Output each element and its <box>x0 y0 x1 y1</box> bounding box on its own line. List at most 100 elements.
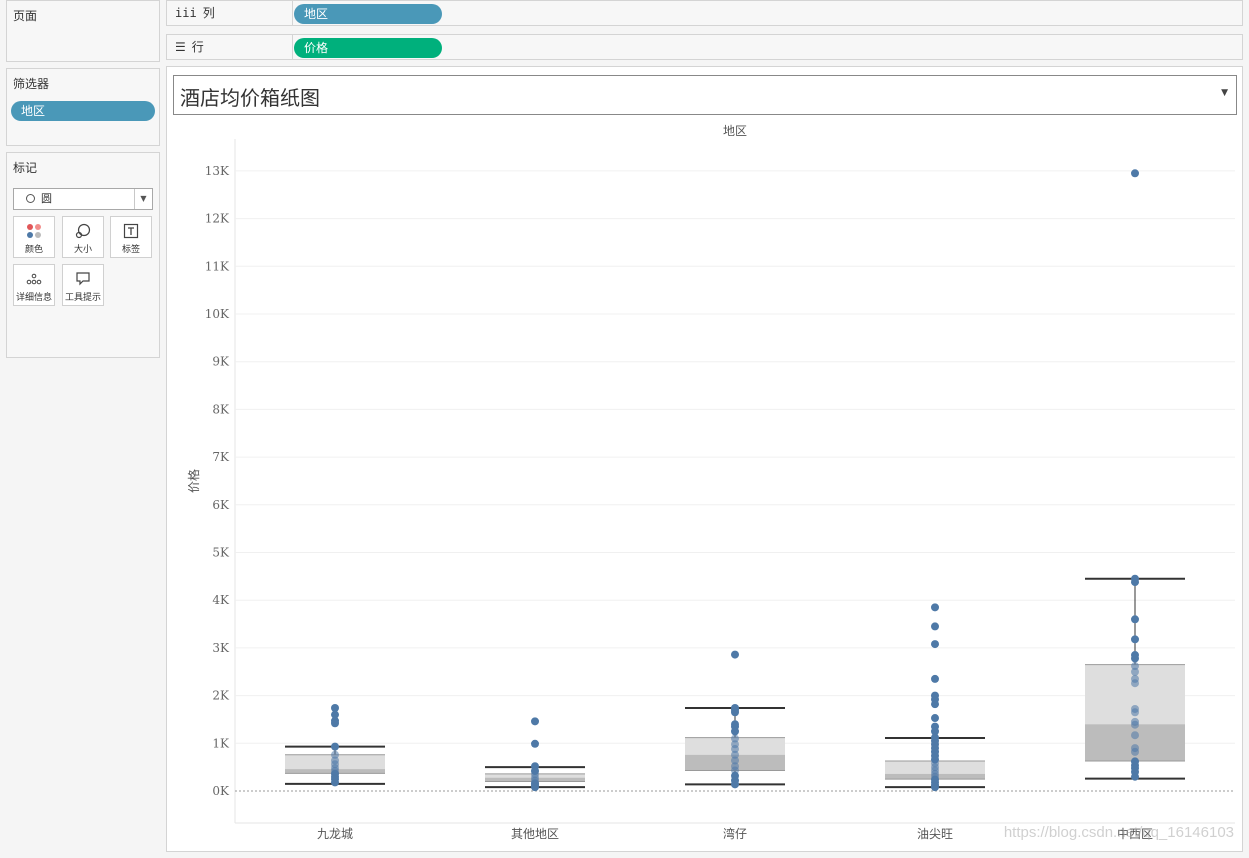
y-tick-label: 8K <box>212 402 230 416</box>
rows-shelf-label: 行 <box>191 40 204 54</box>
rows-shelf[interactable]: ☰ 行 价格 <box>166 34 1243 60</box>
viz-area: 酒店均价箱纸图 ▼ 0K 1K 2K 3K 4K 5K 6K 7K 8K 9K 10K 11K 12K 1… <box>166 66 1243 852</box>
x-tick-label: 中西区 <box>1117 826 1153 841</box>
data-point <box>931 700 939 709</box>
rows-icon: ☰ <box>175 40 186 54</box>
x-tick-labels: 九龙城 其他地区 湾仔 油尖旺 中西区 <box>317 826 1153 841</box>
color-button[interactable]: 颜色 <box>13 216 55 258</box>
data-point <box>1131 654 1139 663</box>
tooltip-bubble-icon <box>76 272 90 286</box>
data-point <box>331 742 339 751</box>
size-button-label: 大小 <box>73 245 92 255</box>
text-label-icon <box>123 223 139 239</box>
data-points <box>331 169 1139 792</box>
data-point <box>731 650 739 659</box>
data-point <box>531 717 539 726</box>
label-button[interactable]: 标签 <box>110 216 152 258</box>
mark-type-dropdown[interactable]: 圆 ▼ <box>13 188 153 210</box>
size-bubble-icon <box>75 223 91 239</box>
boxplot-chart: 0K 1K 2K 3K 4K 5K 6K 7K 8K 9K 10K 11K 12K 13K 九龙城 其他地区… <box>186 124 1235 841</box>
filter-pill-region[interactable]: 地区 <box>11 101 155 121</box>
data-point <box>931 640 939 649</box>
data-point <box>931 727 939 736</box>
label-button-label: 标签 <box>121 245 140 255</box>
data-point <box>731 780 739 789</box>
pages-panel: 页面 <box>6 0 160 62</box>
columns-shelf-label-area: iii 列 <box>167 1 293 25</box>
columns-icon: iii <box>175 6 197 20</box>
filters-panel[interactable]: 筛选器 地区 <box>6 68 160 146</box>
data-point <box>1131 708 1139 717</box>
y-tick-label: 4K <box>212 593 230 607</box>
x-tick-label: 油尖旺 <box>917 827 953 841</box>
data-point <box>331 704 339 713</box>
y-tick-labels: 0K 1K 2K 3K 4K 5K 6K 7K 8K 9K 10K 11K 12K 13K <box>205 164 230 798</box>
data-point <box>1131 615 1139 624</box>
sheet-title-box[interactable]: 酒店均价箱纸图 ▼ <box>173 75 1237 115</box>
data-point <box>931 674 939 683</box>
data-point <box>731 750 739 759</box>
y-tick-label: 12K <box>205 212 230 226</box>
data-point <box>531 739 539 748</box>
data-point <box>731 745 739 754</box>
y-tick-label: 7K <box>212 450 230 464</box>
x-tick-label: 湾仔 <box>723 826 747 841</box>
data-point <box>1131 747 1139 756</box>
color-dots-icon <box>27 224 41 238</box>
data-point <box>331 719 339 728</box>
mark-type-value: 圆 <box>41 192 52 205</box>
x-tick-label: 其他地区 <box>511 827 559 841</box>
y-tick-label: 6K <box>212 498 230 512</box>
rows-shelf-label-area: ☰ 行 <box>167 35 293 59</box>
data-point <box>1131 169 1139 178</box>
marks-panel-title: 标记 <box>13 161 38 175</box>
gridlines <box>234 139 1235 824</box>
y-tick-label: 5K <box>212 546 230 560</box>
data-point <box>1131 667 1139 676</box>
columns-shelf[interactable]: iii 列 地区 <box>166 0 1243 26</box>
size-button[interactable]: 大小 <box>62 216 104 258</box>
y-tick-label: 1K <box>212 736 230 750</box>
watermark: https://blog.csdn.net/qq_16146103 <box>1003 824 1234 841</box>
y-tick-label: 9K <box>212 355 230 369</box>
tooltip-button[interactable]: 工具提示 <box>62 264 104 306</box>
rows-pill-price[interactable]: 价格 <box>294 38 442 58</box>
data-point <box>1131 772 1139 781</box>
data-point <box>931 783 939 792</box>
circle-mark-icon <box>26 194 35 203</box>
data-point <box>1131 679 1139 688</box>
data-point <box>731 756 739 765</box>
x-axis-title: 地区 <box>723 124 747 138</box>
y-tick-label: 13K <box>205 164 230 178</box>
y-axis-title: 价格 <box>186 469 201 493</box>
sheet-title: 酒店均价箱纸图 <box>180 86 320 110</box>
color-button-label: 颜色 <box>24 245 43 255</box>
data-point <box>1131 731 1139 740</box>
data-point <box>1131 662 1139 671</box>
filters-panel-title: 筛选器 <box>13 77 50 91</box>
title-dropdown-icon[interactable]: ▼ <box>1221 88 1228 98</box>
y-tick-label: 2K <box>212 689 230 703</box>
columns-shelf-label: 列 <box>202 6 215 20</box>
data-point <box>531 783 539 792</box>
data-point <box>1131 720 1139 729</box>
data-point <box>331 778 339 787</box>
pages-panel-title: 页面 <box>13 9 38 23</box>
data-point <box>731 734 739 743</box>
data-point <box>1131 635 1139 644</box>
columns-pill-region[interactable]: 地区 <box>294 4 442 24</box>
x-tick-label: 九龙城 <box>317 827 353 841</box>
data-point <box>1131 578 1139 587</box>
data-point <box>331 750 339 759</box>
data-point <box>731 727 739 736</box>
chevron-down-icon[interactable]: ▼ <box>134 189 152 209</box>
detail-button[interactable]: 详细信息 <box>13 264 55 306</box>
data-point <box>931 603 939 612</box>
data-point <box>331 710 339 719</box>
data-point <box>931 622 939 631</box>
tooltip-button-label: 工具提示 <box>64 293 101 303</box>
detail-dots-icon <box>26 273 42 285</box>
y-tick-label: 11K <box>205 259 230 273</box>
detail-button-label: 详细信息 <box>15 293 52 303</box>
data-point <box>731 708 739 717</box>
